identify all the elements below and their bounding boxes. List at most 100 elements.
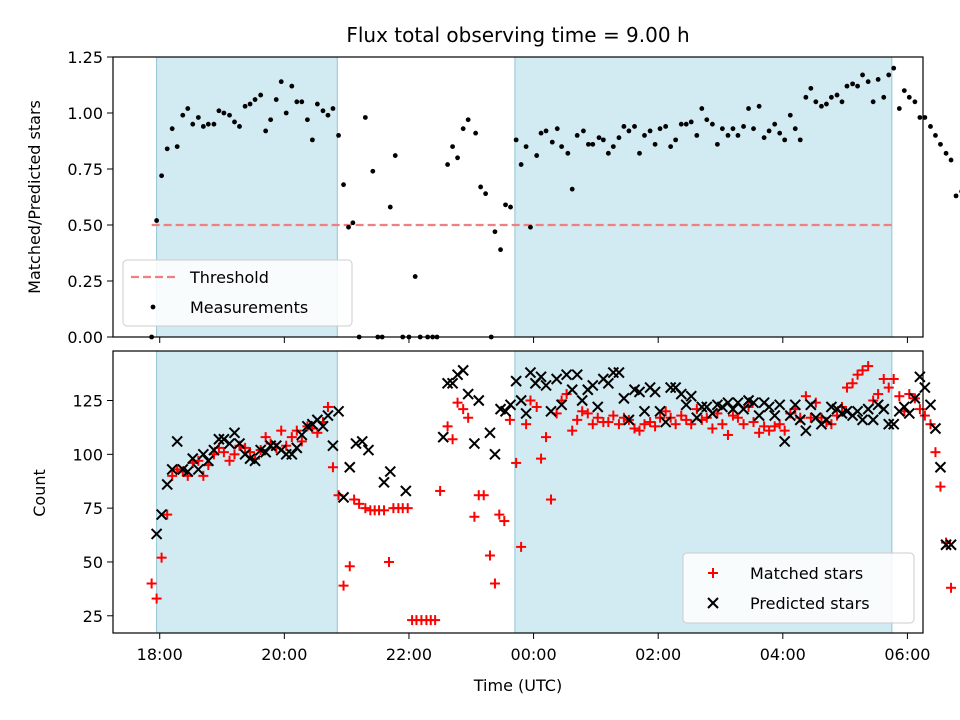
- legend-measurements-swatch: [150, 304, 156, 310]
- predicted-star-point: [633, 386, 646, 398]
- matched-star-point: [452, 397, 463, 408]
- matched-star-point: [878, 373, 889, 384]
- y-tick-label: 75: [83, 499, 103, 518]
- measurement-point: [642, 133, 647, 138]
- predicted-star-stroke: [150, 528, 163, 540]
- measurement-point: [445, 162, 450, 167]
- measurement-point: [305, 117, 310, 123]
- matched-star-point: [764, 425, 775, 436]
- matched-star-point: [800, 391, 811, 402]
- predicted-star-point: [362, 444, 375, 456]
- measurement-point: [237, 124, 242, 129]
- predicted-star-stroke: [317, 420, 329, 433]
- predicted-star-point: [155, 508, 168, 521]
- matched-star-point: [435, 485, 446, 496]
- legend-predicted-swatch: [707, 597, 719, 609]
- predicted-star-point: [337, 491, 350, 504]
- predicted-star-point: [208, 444, 220, 456]
- predicted-star-point: [286, 448, 298, 461]
- matched-star-point: [146, 578, 157, 589]
- predicted-star-stroke: [291, 442, 303, 454]
- measurement-point: [938, 141, 943, 147]
- predicted-star-stroke: [654, 405, 666, 417]
- measurement-point: [761, 135, 767, 141]
- predicted-star-stroke: [862, 403, 874, 415]
- matched-star-point: [525, 395, 536, 406]
- predicted-star-point: [929, 422, 942, 435]
- predicted-star-stroke: [571, 368, 583, 381]
- legend-threshold-label: Threshold: [189, 268, 269, 287]
- y-axis-title-ratio: Matched/Predicted stars: [25, 100, 44, 294]
- predicted-star-point: [213, 433, 225, 445]
- measurement-point: [185, 106, 191, 111]
- y-axis-title-count: Count: [30, 469, 49, 517]
- predicted-star-stroke: [515, 394, 527, 407]
- predicted-star-stroke: [773, 399, 786, 411]
- predicted-star-stroke: [789, 399, 801, 411]
- matched-star-point: [608, 410, 619, 421]
- predicted-star-stroke: [171, 435, 183, 448]
- predicted-star-point: [763, 401, 775, 413]
- measurement-point: [787, 112, 793, 118]
- predicted-star-stroke: [825, 401, 838, 413]
- matched-star-point: [592, 412, 603, 423]
- predicted-star-stroke: [945, 539, 957, 551]
- measurement-point: [508, 204, 513, 210]
- predicted-star-point: [934, 461, 947, 473]
- measurement-point: [647, 128, 653, 134]
- predicted-star-stroke: [753, 409, 765, 422]
- predicted-star-stroke: [457, 364, 469, 377]
- measurement-point: [483, 191, 488, 197]
- measurement-point: [855, 83, 860, 89]
- predicted-star-stroke: [888, 418, 900, 430]
- predicted-star-stroke: [560, 368, 573, 381]
- measurement-point: [792, 126, 798, 132]
- measurement-point: [232, 119, 237, 125]
- matched-star-point: [629, 423, 640, 434]
- measurement-point: [751, 126, 756, 132]
- measurement-point: [772, 121, 778, 127]
- predicted-star-point: [223, 437, 236, 450]
- predicted-star-point: [545, 405, 557, 417]
- measurement-point: [283, 110, 289, 116]
- predicted-star-point: [560, 368, 573, 381]
- predicted-star-stroke: [524, 366, 537, 379]
- measurement-point: [891, 65, 897, 71]
- matched-star-point: [511, 457, 522, 468]
- predicted-star-point: [499, 405, 512, 417]
- matched-star-point: [717, 419, 728, 430]
- measurement-point: [543, 128, 549, 134]
- predicted-star-stroke: [576, 394, 588, 407]
- predicted-star-point: [182, 465, 194, 478]
- predicted-star-stroke: [628, 384, 641, 396]
- measurement-point: [694, 133, 700, 138]
- predicted-star-stroke: [192, 463, 205, 476]
- matched-star-point: [754, 427, 765, 438]
- matched-star-point: [276, 425, 287, 436]
- predicted-star-stroke: [763, 401, 775, 413]
- measurement-point: [294, 99, 300, 105]
- predicted-star-stroke: [344, 461, 356, 473]
- predicted-star-stroke: [613, 366, 625, 379]
- measurement-point: [289, 83, 295, 89]
- measurement-point: [465, 117, 471, 123]
- predicted-star-point: [462, 388, 474, 400]
- predicted-star-stroke: [166, 463, 178, 476]
- predicted-star-point: [940, 539, 952, 551]
- y-tick-label: 125: [72, 392, 103, 411]
- predicted-star-stroke: [592, 401, 604, 413]
- predicted-star-point: [613, 366, 625, 379]
- predicted-star-stroke: [327, 440, 339, 452]
- predicted-star-point: [654, 405, 666, 417]
- predicted-star-stroke: [437, 431, 449, 443]
- matched-star-point: [873, 389, 884, 400]
- measurement-point: [455, 155, 460, 161]
- measurement-point: [164, 146, 170, 152]
- predicted-star-stroke: [296, 429, 308, 441]
- predicted-star-stroke: [177, 463, 189, 476]
- measurement-point: [917, 115, 923, 120]
- predicted-star-stroke: [550, 373, 563, 385]
- measurement-point: [263, 128, 269, 134]
- predicted-star-point: [571, 368, 583, 381]
- predicted-star-point: [851, 405, 864, 417]
